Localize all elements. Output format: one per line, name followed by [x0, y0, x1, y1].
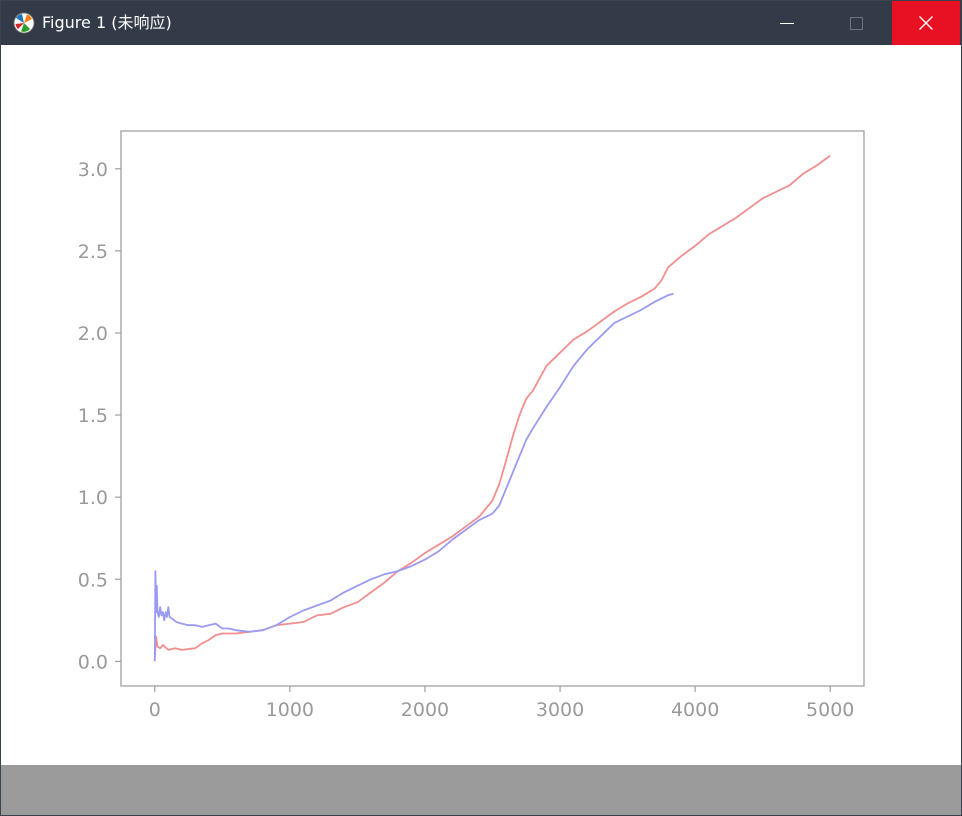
matplotlib-app-icon — [13, 12, 35, 34]
x-tick-label: 4000 — [671, 699, 719, 721]
plot-area-frame — [120, 130, 865, 687]
minimize-button[interactable] — [753, 1, 821, 45]
y-tick-label: 0.5 — [78, 569, 108, 591]
minimize-icon — [780, 22, 794, 24]
x-tick-label: 2000 — [401, 699, 449, 721]
maximize-button[interactable] — [822, 1, 890, 45]
maximize-icon — [849, 16, 863, 30]
line-chart: 0 1000 2000 3000 4000 5000 0.0 0.5 1.0 1.5 2.0 2.5… — [78, 130, 865, 721]
x-tick-label: 1000 — [266, 699, 314, 721]
x-tick-label: 3000 — [536, 699, 584, 721]
series-line-red — [153, 154, 831, 659]
series-line-blue — [153, 292, 674, 662]
y-tick-label: 2.0 — [78, 323, 108, 345]
y-tick-label: 0.0 — [78, 651, 108, 673]
x-tick-label: 5000 — [806, 699, 854, 721]
title-bar[interactable]: Figure 1 (未响应) — [1, 1, 961, 45]
close-icon — [919, 16, 933, 30]
status-bar — [1, 765, 961, 815]
y-tick-label: 1.5 — [78, 405, 108, 427]
window-title: Figure 1 (未响应) — [42, 13, 172, 32]
close-button[interactable] — [892, 1, 960, 45]
y-tick-label: 2.5 — [78, 241, 108, 263]
y-tick-label: 1.0 — [78, 487, 108, 509]
figure-canvas[interactable]: 0 1000 2000 3000 4000 5000 0.0 0.5 1.0 1.5 2.0 2.5… — [1, 45, 961, 765]
x-tick-label: 0 — [149, 699, 161, 721]
y-tick-label: 3.0 — [78, 159, 108, 181]
